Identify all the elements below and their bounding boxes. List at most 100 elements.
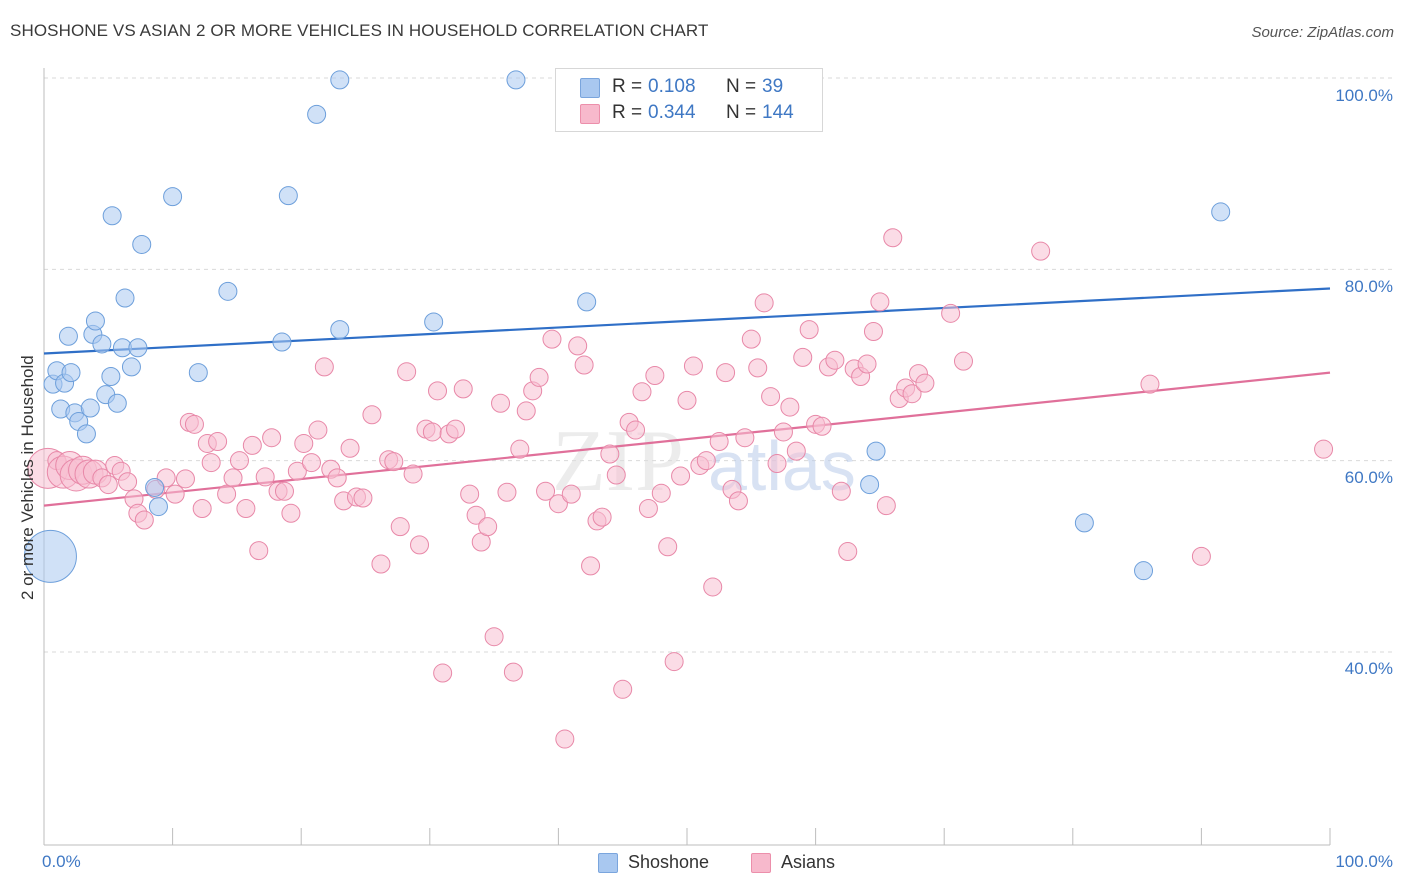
- shoshone-point: [128, 338, 148, 358]
- asians-point: [362, 405, 382, 425]
- asians-point: [390, 517, 410, 537]
- shoshone-point: [278, 186, 298, 206]
- asians-point: [410, 535, 430, 555]
- asians-point: [281, 503, 301, 523]
- stats-legend-box: R = 0.108 N = 39 R = 0.344 N = 144: [555, 68, 823, 132]
- asians-point: [223, 468, 243, 488]
- n-label: N =: [726, 102, 757, 123]
- asians-point: [626, 420, 646, 440]
- asians-point: [613, 679, 633, 699]
- asians-point: [883, 228, 903, 248]
- asians-point: [208, 432, 228, 452]
- r-value: 0.108: [648, 76, 696, 97]
- shoshone-point: [132, 234, 152, 254]
- asians-point: [397, 362, 417, 382]
- asians-point: [793, 347, 813, 367]
- n-value: 144: [762, 102, 794, 123]
- asians-point: [555, 729, 575, 749]
- asians-point: [503, 662, 523, 682]
- asians-point: [1191, 546, 1211, 566]
- asians-point: [857, 354, 877, 374]
- shoshone-point: [1134, 561, 1154, 581]
- asians-point: [98, 475, 118, 495]
- asians-point: [773, 422, 793, 442]
- r-label: R =: [612, 102, 643, 123]
- asians-point: [767, 454, 787, 474]
- shoshone-point: [307, 104, 327, 124]
- shoshone-swatch: [580, 78, 600, 98]
- shoshone-point: [76, 424, 96, 444]
- asians-point: [274, 481, 294, 501]
- asians-point: [651, 483, 671, 503]
- source-credit: Source: ZipAtlas.com: [1251, 24, 1394, 41]
- asians-point: [876, 496, 896, 516]
- chart-title: SHOSHONE VS ASIAN 2 OR MORE VEHICLES IN …: [10, 21, 709, 40]
- asians-point: [236, 499, 256, 518]
- asians-point: [491, 393, 511, 413]
- y-tick-label-100: 100.0%: [1335, 86, 1393, 105]
- asians-point: [632, 382, 652, 402]
- legend-label-asians: Asians: [781, 852, 836, 872]
- asians-point: [786, 441, 806, 461]
- asians-point: [592, 507, 612, 527]
- shoshone-point: [148, 497, 168, 517]
- shoshone-point: [61, 363, 81, 383]
- asians-point: [1140, 374, 1160, 394]
- asians-point: [217, 484, 237, 504]
- asians-point: [308, 420, 328, 440]
- data-points: [23, 70, 1334, 749]
- asians-point: [683, 356, 703, 376]
- asians-point: [422, 422, 442, 442]
- asians-point: [201, 453, 221, 473]
- asians-point: [371, 554, 391, 574]
- asians-point: [262, 428, 282, 448]
- shoshone-point: [330, 320, 350, 340]
- asians-point: [433, 663, 453, 683]
- shoshone-point: [424, 312, 444, 332]
- asians-point: [229, 451, 249, 471]
- legend-swatch-asians: [751, 853, 771, 873]
- asians-point: [581, 556, 601, 576]
- shoshone-point: [23, 529, 77, 583]
- asians-point: [384, 452, 404, 472]
- shoshone-point: [121, 357, 141, 377]
- asians-point: [484, 627, 504, 647]
- asians-point: [671, 466, 691, 486]
- asians-point: [831, 481, 851, 501]
- x-tick-label-max: 100.0%: [1335, 852, 1393, 871]
- legend-label-shoshone: Shoshone: [628, 852, 710, 872]
- asians-point: [761, 387, 781, 407]
- shoshone-point: [102, 206, 122, 226]
- asians-swatch: [580, 104, 600, 124]
- y-tick-label-80: 80.0%: [1344, 277, 1393, 296]
- asians-point: [561, 484, 581, 504]
- asians-point: [638, 499, 658, 518]
- asians-point: [953, 351, 973, 371]
- asians-point: [902, 384, 922, 404]
- asians-point: [428, 381, 448, 401]
- asians-point: [175, 469, 195, 489]
- asians-point: [1314, 439, 1334, 459]
- shoshone-point: [860, 475, 880, 495]
- asians-point: [606, 465, 626, 485]
- asians-point: [728, 491, 748, 511]
- shoshone-point: [107, 393, 127, 413]
- shoshone-point: [58, 326, 78, 346]
- n-value: 39: [762, 76, 784, 97]
- asians-point: [574, 355, 594, 375]
- asians-point: [403, 464, 423, 484]
- asians-point: [941, 303, 961, 323]
- asians-point: [870, 292, 890, 312]
- asians-point: [568, 336, 588, 356]
- shoshone-point: [188, 363, 208, 383]
- asians-point: [548, 494, 568, 514]
- shoshone-point: [145, 477, 165, 497]
- asians-point: [600, 444, 620, 464]
- asians-point: [184, 414, 204, 434]
- asians-point: [478, 517, 498, 537]
- shoshone-point: [115, 288, 135, 308]
- asians-point: [510, 439, 530, 459]
- asians-point: [645, 366, 665, 386]
- asians-point: [255, 467, 275, 487]
